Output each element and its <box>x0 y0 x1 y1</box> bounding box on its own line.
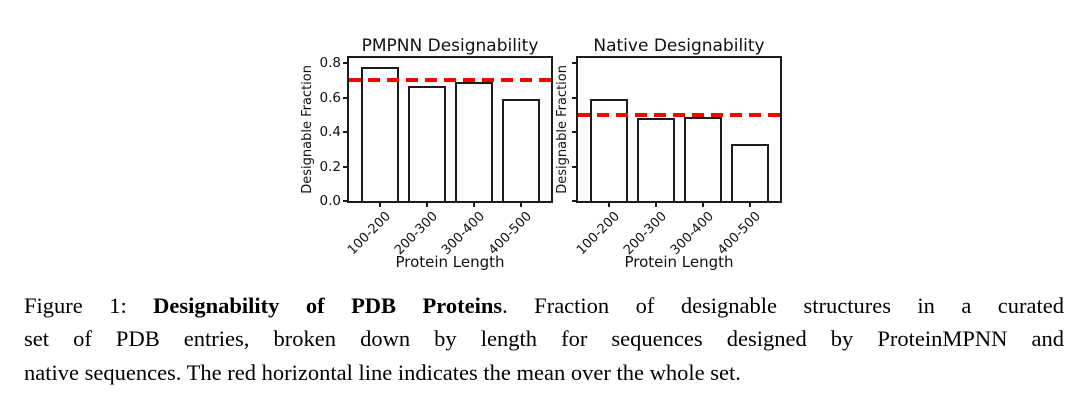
y-tick-mark <box>343 200 349 202</box>
caption-line: Figure 1: Designability of PDB Proteins.… <box>24 289 1064 322</box>
caption-line: native sequences. The red horizontal lin… <box>24 356 1064 389</box>
bars-group <box>349 58 551 201</box>
y-tick-label: 0.4 <box>319 124 341 141</box>
x-tick-mark <box>749 201 751 207</box>
bar <box>407 85 446 201</box>
caption-line: set of PDB entries, broken down by lengt… <box>24 322 1064 355</box>
x-tick-mark <box>655 201 657 207</box>
x-tick-mark <box>379 201 381 207</box>
pmpnn-chart-title: PMPNN Designability <box>361 36 539 56</box>
x-tick-label: 300-400 <box>438 209 488 259</box>
caption-text: Figure 1: <box>24 293 154 318</box>
x-tick-label: 100-200 <box>344 209 394 259</box>
y-tick-label: 0.0 <box>319 193 341 209</box>
x-tick-label: 400-500 <box>714 209 764 259</box>
y-tick-label: 0.2 <box>319 158 341 175</box>
x-tick-label: 100-200 <box>573 209 623 259</box>
x-tick-mark <box>608 201 610 207</box>
bar <box>730 144 769 201</box>
y-tick-label: 0.6 <box>319 89 341 106</box>
y-tick-mark <box>343 131 349 134</box>
x-tick-label: 200-300 <box>620 209 670 259</box>
x-tick-mark <box>473 201 475 207</box>
x-tick-label: 300-400 <box>667 209 717 259</box>
pmpnn-y-axis-label: Designable Fraction <box>300 65 315 194</box>
figure-caption: Figure 1: Designability of PDB Proteins.… <box>24 289 1064 389</box>
native-x-axis-label: Protein Length <box>624 253 734 271</box>
caption-text: native sequences. The red horizontal lin… <box>24 359 741 385</box>
y-tick-mark <box>343 165 349 168</box>
bars-group <box>578 58 780 201</box>
native-designability-plot: Native Designability Designable Fraction… <box>555 36 782 271</box>
mean-dashed-line <box>578 112 780 117</box>
bar <box>501 99 540 201</box>
caption-bold-text: Designability of PDB Proteins <box>153 293 503 318</box>
pmpnn-designability-plot: PMPNN Designability Designable Fraction … <box>300 36 553 271</box>
mean-dashed-line <box>349 78 551 83</box>
x-tick-mark <box>702 201 704 207</box>
y-tick-mark <box>343 96 349 99</box>
caption-text: . Fraction of designable structures in a… <box>502 293 1065 318</box>
native-y-axis-label: Designable Fraction <box>555 65 570 194</box>
native-chart-title: Native Designability <box>593 36 765 56</box>
bar <box>360 66 399 201</box>
caption-text: set of PDB entries, broken down by lengt… <box>24 326 1064 352</box>
x-tick-label: 200-300 <box>391 209 441 259</box>
bar <box>683 116 722 201</box>
x-tick-mark <box>426 201 428 207</box>
bar <box>454 82 493 201</box>
y-tick-mark <box>572 165 578 168</box>
y-tick-mark <box>343 62 349 65</box>
pmpnn-x-axis-label: Protein Length <box>395 253 505 271</box>
y-tick-mark <box>572 200 578 202</box>
y-tick-mark <box>572 62 578 65</box>
x-tick-mark <box>520 201 522 207</box>
y-tick-mark <box>572 131 578 134</box>
y-tick-mark <box>572 96 578 99</box>
x-tick-label: 400-500 <box>485 209 535 259</box>
y-tick-label: 0.8 <box>319 55 341 72</box>
bar <box>636 118 675 201</box>
